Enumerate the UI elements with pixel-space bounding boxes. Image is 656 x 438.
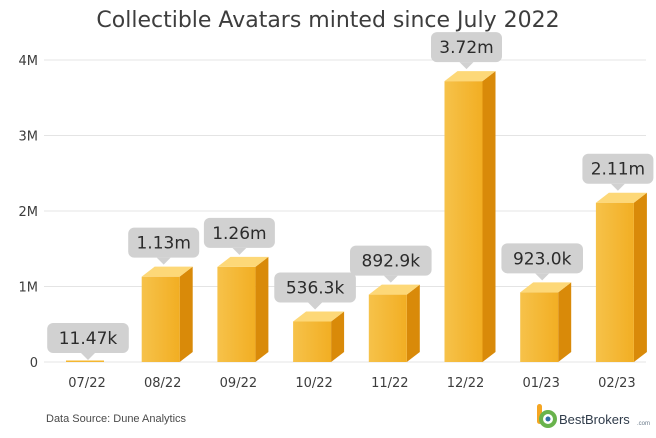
- bar-08/22: [141, 266, 193, 362]
- y-tick-label: 2M: [19, 205, 39, 220]
- value-label-01/23: 923.0k: [501, 243, 583, 281]
- value-label-text: 11.47k: [59, 329, 118, 349]
- value-label-box: [582, 153, 654, 184]
- bar-01/23: [520, 282, 572, 362]
- bar-top: [520, 282, 572, 293]
- bar-11/22: [368, 284, 420, 362]
- value-label-pointer: [81, 353, 95, 360]
- x-tick-label: 11/22: [371, 376, 408, 391]
- bar-top: [141, 266, 193, 277]
- bar-front: [444, 81, 483, 362]
- y-tick-label: 3M: [19, 130, 39, 145]
- value-label-box: [128, 227, 200, 258]
- value-label-text: 1.13m: [136, 234, 190, 254]
- y-tick-label: 4M: [19, 54, 39, 69]
- y-axis-ticks: 0 1M 2M 3M 4M: [19, 54, 39, 371]
- value-label-box: [350, 245, 432, 276]
- value-label-box: [274, 272, 356, 303]
- x-tick-label: 10/22: [295, 376, 332, 391]
- value-label-pointer: [383, 275, 398, 283]
- bar-front: [595, 202, 634, 362]
- bar-top: [595, 192, 647, 203]
- value-label-08/22: 1.13m: [128, 227, 200, 265]
- bar-front: [141, 276, 180, 362]
- x-tick-label: 12/22: [447, 376, 484, 391]
- value-label-10/22: 536.3k: [274, 272, 356, 310]
- x-tick-label: 08/22: [144, 376, 181, 391]
- bar-front: [368, 294, 407, 362]
- brand-suffix: .com: [637, 421, 650, 427]
- value-label-text: 923.0k: [513, 249, 572, 269]
- bar-side: [633, 192, 647, 362]
- bar-12/22: [444, 71, 496, 362]
- bar-10/22: [293, 311, 345, 362]
- bar-top: [293, 311, 345, 322]
- value-label-pointer: [156, 257, 171, 265]
- bar-07/22: [66, 360, 104, 362]
- bar-side: [482, 71, 496, 362]
- value-label-box: [47, 323, 129, 353]
- bar-side: [406, 284, 420, 362]
- value-label-pointer: [232, 247, 247, 255]
- value-label-11/22: 892.9k: [350, 245, 432, 283]
- value-label-07/22: 11.47k: [47, 323, 129, 360]
- bar-09/22: [217, 256, 269, 362]
- x-tick-label: 09/22: [220, 376, 257, 391]
- value-label-pointer: [535, 273, 550, 281]
- x-tick-label: 02/23: [598, 376, 635, 391]
- brand-name: BestBrokers: [559, 412, 630, 427]
- brand-logo-icon: [537, 404, 557, 428]
- bar-side: [558, 282, 572, 362]
- value-label-box: [203, 217, 275, 248]
- bar-side: [255, 256, 269, 362]
- bar-front: [217, 266, 256, 362]
- y-tick-label: 1M: [19, 281, 39, 296]
- value-label-pointer: [610, 183, 625, 191]
- bar-front: [293, 321, 332, 362]
- y-tick-label: 0: [30, 356, 38, 371]
- bar-front: [66, 360, 104, 362]
- bar-top: [368, 284, 420, 295]
- bar-side: [331, 311, 345, 362]
- value-label-pointer: [308, 302, 323, 310]
- value-label-text: 3.72m: [439, 38, 493, 58]
- value-labels: 11.47k 1.13m 1.26m 536.3k 892.9k 3.72m 923.0k 2…: [47, 32, 654, 360]
- bar-side: [179, 266, 193, 362]
- x-tick-label: 07/22: [68, 376, 105, 391]
- value-label-12/22: 3.72m: [431, 32, 502, 70]
- bar-top: [217, 256, 269, 267]
- value-label-text: 2.11m: [591, 160, 645, 180]
- bar-02/23: [595, 192, 647, 362]
- bar-top: [444, 71, 496, 82]
- value-label-text: 1.26m: [212, 224, 266, 244]
- value-label-box: [501, 243, 583, 274]
- bars: [66, 71, 647, 362]
- chart-title: Collectible Avatars minted since July 20…: [96, 8, 559, 33]
- value-label-box: [431, 32, 502, 63]
- value-label-09/22: 1.26m: [203, 217, 275, 255]
- brand-logo: BestBrokers .com: [537, 404, 650, 428]
- value-label-text: 892.9k: [362, 252, 421, 272]
- value-label-pointer: [459, 62, 474, 70]
- x-axis-ticks: 07/22 08/22 09/22 10/22 11/22 12/22 01/23 02/23: [68, 376, 635, 391]
- x-tick-label: 01/23: [522, 376, 559, 391]
- value-label-02/23: 2.11m: [582, 153, 654, 191]
- bar-front: [520, 292, 559, 362]
- value-label-text: 536.3k: [286, 279, 345, 299]
- source-note: Data Source: Dune Analytics: [46, 413, 187, 425]
